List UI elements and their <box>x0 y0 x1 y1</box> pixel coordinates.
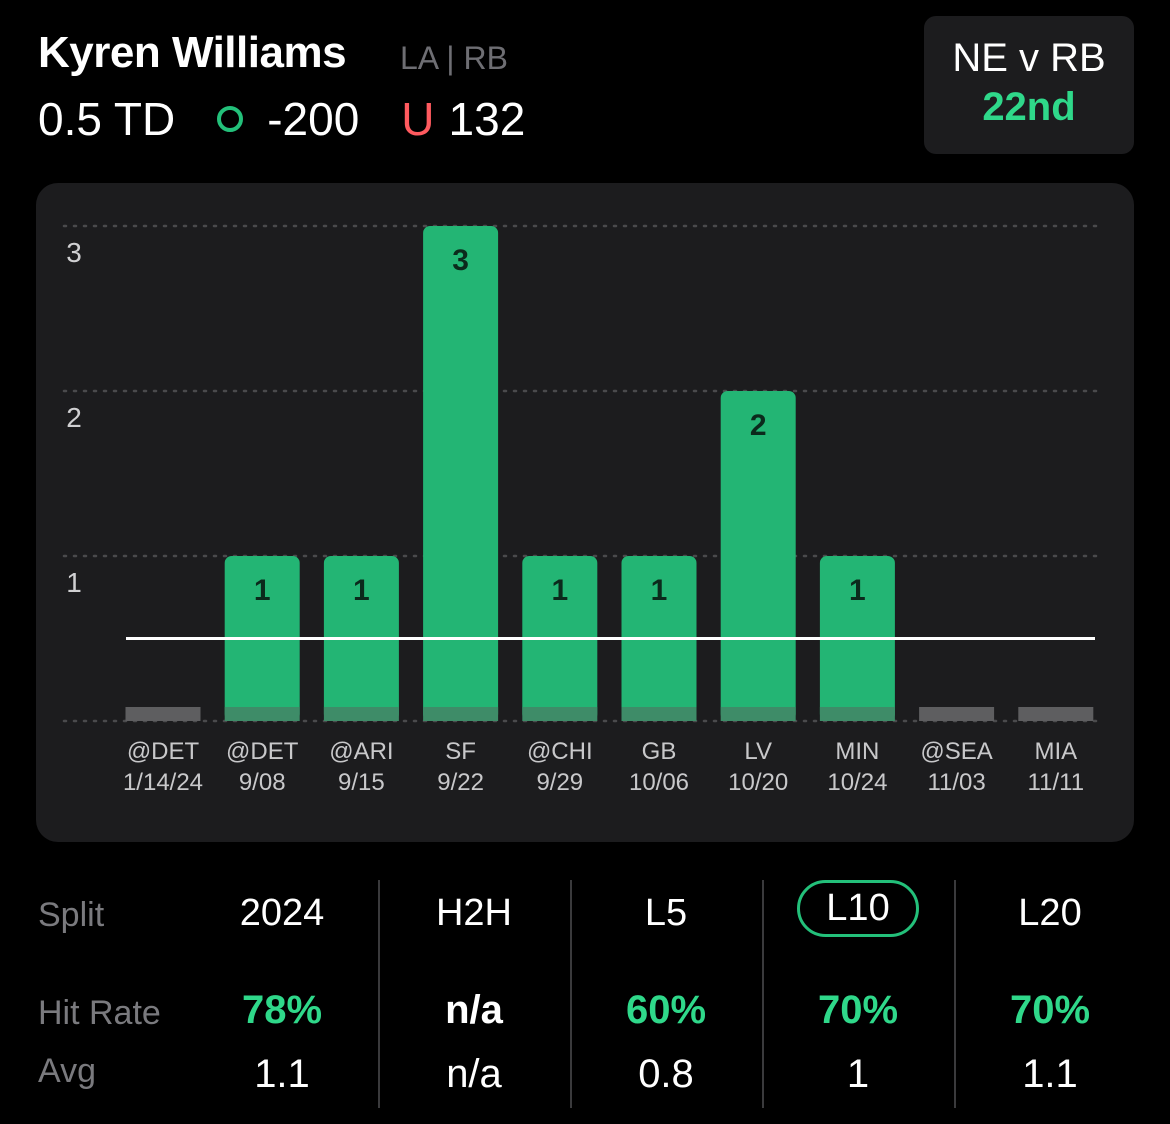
matchup-rank: 22nd <box>982 85 1076 129</box>
tab-label: 2024 <box>239 892 325 934</box>
bar-base <box>621 707 697 721</box>
bar-base <box>323 707 399 721</box>
team-position: LA | RB <box>400 40 508 76</box>
bar <box>1018 707 1094 721</box>
hit-rate-l5: 60% <box>625 988 707 1032</box>
y-tick-label: 3 <box>66 237 82 268</box>
over-odds[interactable]: -200 <box>267 93 360 145</box>
prop-line-row: 0.5 TD -200 U 132 <box>38 92 525 146</box>
avg-l10: 1 <box>846 1052 870 1096</box>
x-tick-label: GB <box>642 738 677 765</box>
x-tick-date: 11/03 <box>927 769 985 796</box>
x-tick-date: 10/24 <box>827 769 887 796</box>
col-divider <box>954 880 956 1108</box>
matchup-title: NE v RB <box>952 36 1106 80</box>
x-tick-label: SF <box>445 738 476 765</box>
tab-label: H2H <box>435 892 513 934</box>
hit-rate-l10: 70% <box>817 988 899 1032</box>
avg-l20: 1.1 <box>1022 1052 1078 1096</box>
x-tick-label: MIA <box>1034 738 1077 765</box>
x-tick-date: 11/11 <box>1028 769 1085 796</box>
bar-base <box>819 707 895 721</box>
y-tick-label: 1 <box>66 567 82 598</box>
bar-value-label: 1 <box>651 574 668 607</box>
over-circle-icon <box>217 106 244 132</box>
bar <box>919 707 995 721</box>
col-divider <box>762 880 764 1108</box>
split-row-label: Split <box>38 896 105 934</box>
x-tick-date: 1/14/24 <box>123 769 203 796</box>
bar-value-label: 1 <box>551 574 568 607</box>
avg-row-label: Avg <box>38 1052 96 1090</box>
x-tick-label: @DET <box>127 738 200 765</box>
col-divider <box>570 880 572 1108</box>
bar-base <box>423 707 499 721</box>
x-tick-label: @CHI <box>527 738 593 765</box>
hit-rate-h2h: n/a <box>445 988 503 1032</box>
y-tick-label: 2 <box>66 402 82 433</box>
bar-base <box>720 707 796 721</box>
tab-label: L5 <box>644 892 688 934</box>
x-tick-label: @SEA <box>920 738 992 765</box>
bar-value-label: 1 <box>353 574 370 607</box>
x-tick-date: 9/22 <box>437 769 484 796</box>
game-log-bar-chart: 1 2 3 @DET 1/14/24 1 @DET 9/08 1 @ARI 9/15 3 SF 9/22 1… <box>62 224 1106 796</box>
bar-value-label: 1 <box>254 574 271 607</box>
avg-l5: 0.8 <box>638 1052 694 1096</box>
col-divider <box>378 880 380 1108</box>
tab-label: L10 <box>797 880 919 937</box>
avg-h2h: n/a <box>446 1052 502 1096</box>
under-odds[interactable]: 132 <box>448 93 526 145</box>
bar-value-label: 3 <box>452 244 469 277</box>
tab-l10[interactable]: L10 <box>762 880 954 937</box>
player-name: Kyren Williams <box>38 28 347 77</box>
tab-l5[interactable]: L5 <box>570 892 762 935</box>
x-tick-label: @DET <box>226 738 299 765</box>
hit-rate-2024: 78% <box>241 988 323 1032</box>
tab-h2h[interactable]: H2H <box>378 892 570 935</box>
x-tick-label: @ARI <box>329 738 393 765</box>
x-tick-date: 10/20 <box>728 769 788 796</box>
split-table: Split Hit Rate Avg 2024 H2H L5 L10 L20 7… <box>0 868 1170 1124</box>
chart-card: 1 2 3 @DET 1/14/24 1 @DET 9/08 1 @ARI 9/15 3 SF 9/22 1… <box>36 183 1134 842</box>
x-tick-date: 9/15 <box>338 769 385 796</box>
matchup-card[interactable]: NE v RB 22nd <box>924 16 1134 154</box>
hit-rate-row-label: Hit Rate <box>38 994 161 1032</box>
hit-rate-l20: 70% <box>1009 988 1091 1032</box>
bar <box>125 707 201 721</box>
avg-2024: 1.1 <box>254 1052 310 1096</box>
prop-line-value: 0.5 TD <box>38 93 176 145</box>
bar-value-label: 2 <box>750 409 767 442</box>
under-icon: U <box>401 93 435 145</box>
bar-value-label: 1 <box>849 574 866 607</box>
x-tick-date: 9/29 <box>536 769 583 796</box>
tab-label: L20 <box>1018 892 1082 934</box>
x-tick-label: MIN <box>835 738 879 765</box>
x-tick-date: 10/06 <box>629 769 689 796</box>
bar-base <box>522 707 598 721</box>
x-tick-label: LV <box>744 738 772 765</box>
tab-2024[interactable]: 2024 <box>186 892 378 935</box>
bar-base <box>224 707 300 721</box>
x-tick-date: 9/08 <box>239 769 286 796</box>
bar <box>423 226 499 721</box>
tab-l20[interactable]: L20 <box>954 892 1146 935</box>
